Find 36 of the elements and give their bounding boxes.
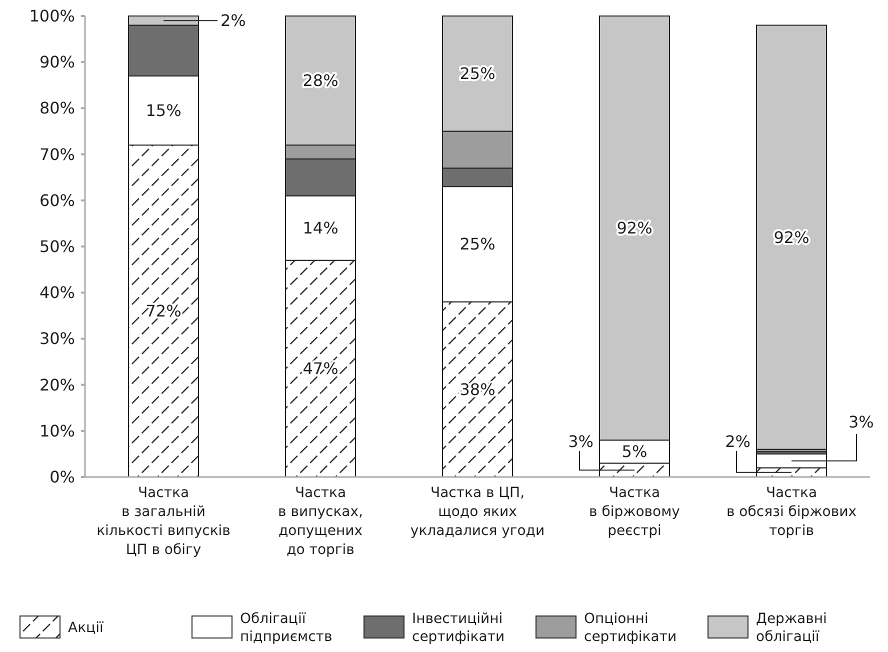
legend-label: Опціонні сертифікати [584,611,677,645]
data-label: 2% [725,432,750,451]
y-tick-label: 10% [39,421,75,440]
x-tick-label: Частка в випусках, допущених до торгів [278,485,363,558]
y-tick-label: 0% [50,468,75,486]
y-tick-label: 60% [39,190,75,210]
data-label: 28% [302,71,338,90]
x-tick-label: Частка в загальній кількості випусків ЦП в обігу [96,485,230,558]
data-label: 72% [146,302,182,321]
legend-label: Інвестиційні сертифікати [412,611,505,645]
data-label: 15% [146,101,182,120]
data-label: 3% [848,412,874,432]
data-label: 3% [568,432,594,451]
data-label: 5% [622,442,648,462]
legend-label: Акції [68,620,104,636]
data-label: 14% [302,218,338,238]
bar [756,24,827,450]
legend-label: Державні облігації [756,611,827,645]
data-label: 47% [302,359,338,378]
y-tick-label: 40% [39,283,75,302]
y-tick-label: 80% [39,98,75,118]
data-label: 25% [460,234,496,254]
y-tick-label: 50% [39,237,75,256]
y-tick-label: 90% [39,52,75,72]
y-tick-label: 30% [39,329,75,348]
data-label: 2% [220,11,246,30]
x-tick-label: Частка в обсязі біржових торгів [726,485,857,539]
y-tick-label: 70% [39,144,75,164]
data-label: 25% [460,64,496,84]
y-tick-label: 20% [39,375,75,394]
data-label: 92% [616,218,652,238]
x-tick-label: Частка в ЦП, щодо яких укладалися угоди [410,485,545,539]
legend-label: Облігації підприємств [240,611,332,645]
y-tick-label: 100% [29,6,75,26]
x-tick-label: Частка в біржовому реєстрі [589,485,680,539]
data-label: 92% [774,228,810,247]
